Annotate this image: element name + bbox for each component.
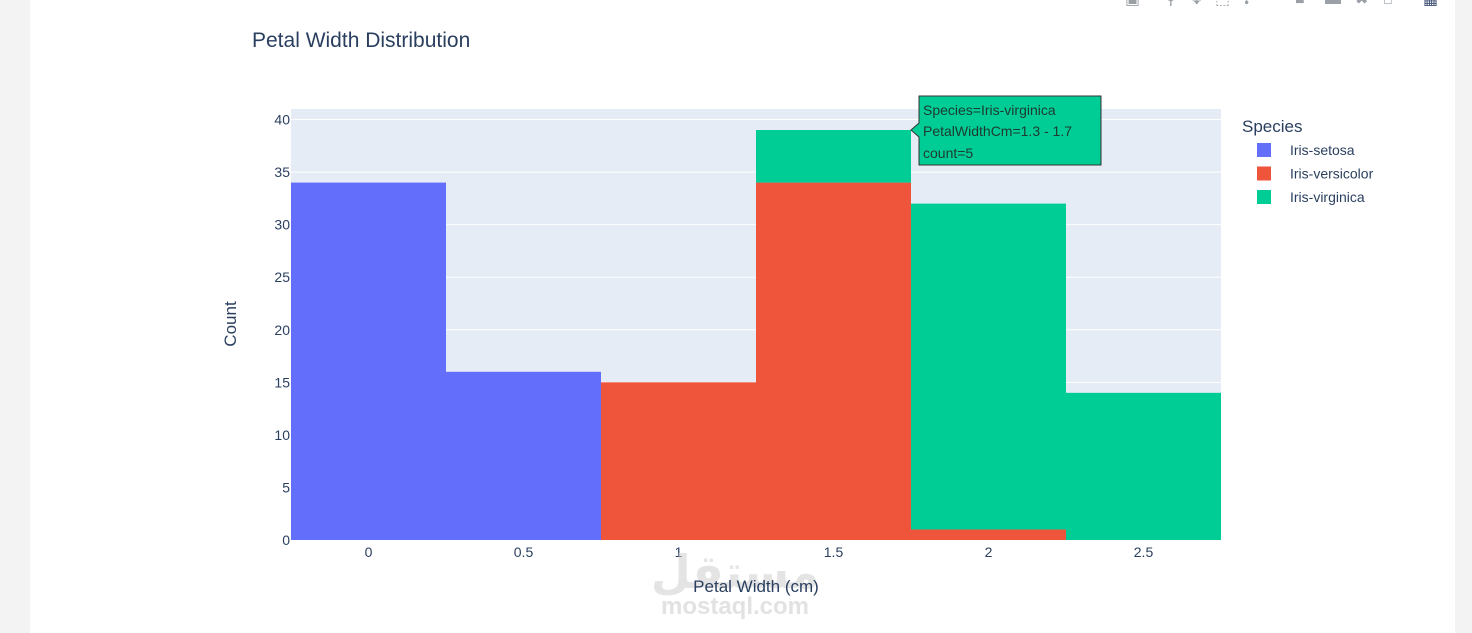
bar-iris-virginica-bin-4[interactable] [911,203,1066,530]
x-tick-label: 0 [365,544,373,560]
legend-item-label[interactable]: Iris-versicolor [1290,166,1374,182]
tooltip-line-3: count=5 [923,145,973,161]
bar-iris-versicolor-bin-4[interactable] [911,529,1066,540]
camera-icon[interactable]: ▣ [1125,0,1140,8]
x-tick-label: 1 [675,544,683,560]
y-tick-label: 15 [274,374,290,390]
chart-title: Petal Width Distribution [252,29,470,52]
y-tick-label: 25 [274,269,290,285]
y-tick-label: 30 [274,217,290,233]
bars [291,130,1221,540]
zoom-icon[interactable]: ⚲ [1165,0,1177,8]
plotly-logo-icon[interactable]: ▦ [1423,0,1438,8]
y-tick-label: 35 [274,164,290,180]
reset-axes-icon[interactable]: ⌂ [1383,0,1393,8]
x-tick-label: 2 [985,544,993,560]
y-tick-label: 20 [274,322,290,338]
watermark-latin: mostaql.com [661,593,809,620]
modebar: ▣ ⚲ ✥ ⬚ ✣ ■ ▬ ✖ ⌂ ▦ [1115,0,1455,12]
legend-swatch[interactable] [1257,166,1271,181]
bar-iris-setosa-bin-1[interactable] [446,371,601,540]
x-tick-label: 2.5 [1134,544,1154,560]
lasso-icon[interactable]: ✣ [1240,0,1253,8]
y-tick-label: 5 [282,479,290,495]
bar-iris-virginica-bin-5[interactable] [1066,392,1221,540]
watermark: مستقل mostaql.com [651,546,819,620]
y-tick-label: 0 [282,532,290,548]
bar-iris-setosa-bin-0[interactable] [291,182,446,540]
zoom-in-icon[interactable]: ■ [1295,0,1305,8]
tooltip-line-2: PetalWidthCm=1.3 - 1.7 [923,123,1072,139]
y-tick-label: 40 [274,112,290,128]
x-tick-label: 1.5 [824,544,844,560]
bar-iris-virginica-bin-3[interactable] [756,130,911,183]
legend-swatch[interactable] [1257,143,1271,157]
tooltip-line-1: Species=Iris-virginica [923,102,1056,118]
legend-swatch[interactable] [1257,190,1271,204]
hover-tooltip: Species=Iris-virginica PetalWidthCm=1.3 … [910,95,1102,166]
pan-icon[interactable]: ✥ [1190,0,1203,8]
y-axis-ticks: 0 5 10 15 20 25 30 35 40 [274,112,290,548]
zoom-out-icon[interactable]: ▬ [1325,0,1341,8]
x-tick-label: 0.5 [514,544,534,560]
autoscale-icon[interactable]: ✖ [1355,0,1368,8]
box-select-icon[interactable]: ⬚ [1215,0,1230,8]
legend: Species Iris-setosa Iris-versicolor Iris-v… [1242,117,1374,205]
x-axis-ticks: 0 0.5 1 1.5 2 2.5 [365,544,1154,560]
x-axis-title: Petal Width (cm) [693,577,819,596]
y-axis-title: Count [221,301,240,347]
legend-item-label[interactable]: Iris-virginica [1290,189,1365,205]
y-tick-label: 10 [274,427,290,443]
tooltip-box [910,95,1102,166]
legend-title: Species [1242,117,1302,136]
bar-iris-versicolor-bin-2[interactable] [601,382,756,540]
legend-item-label[interactable]: Iris-setosa [1290,142,1355,158]
watermark-arabic: مستقل [651,546,819,598]
bar-iris-versicolor-bin-3[interactable] [756,182,911,540]
